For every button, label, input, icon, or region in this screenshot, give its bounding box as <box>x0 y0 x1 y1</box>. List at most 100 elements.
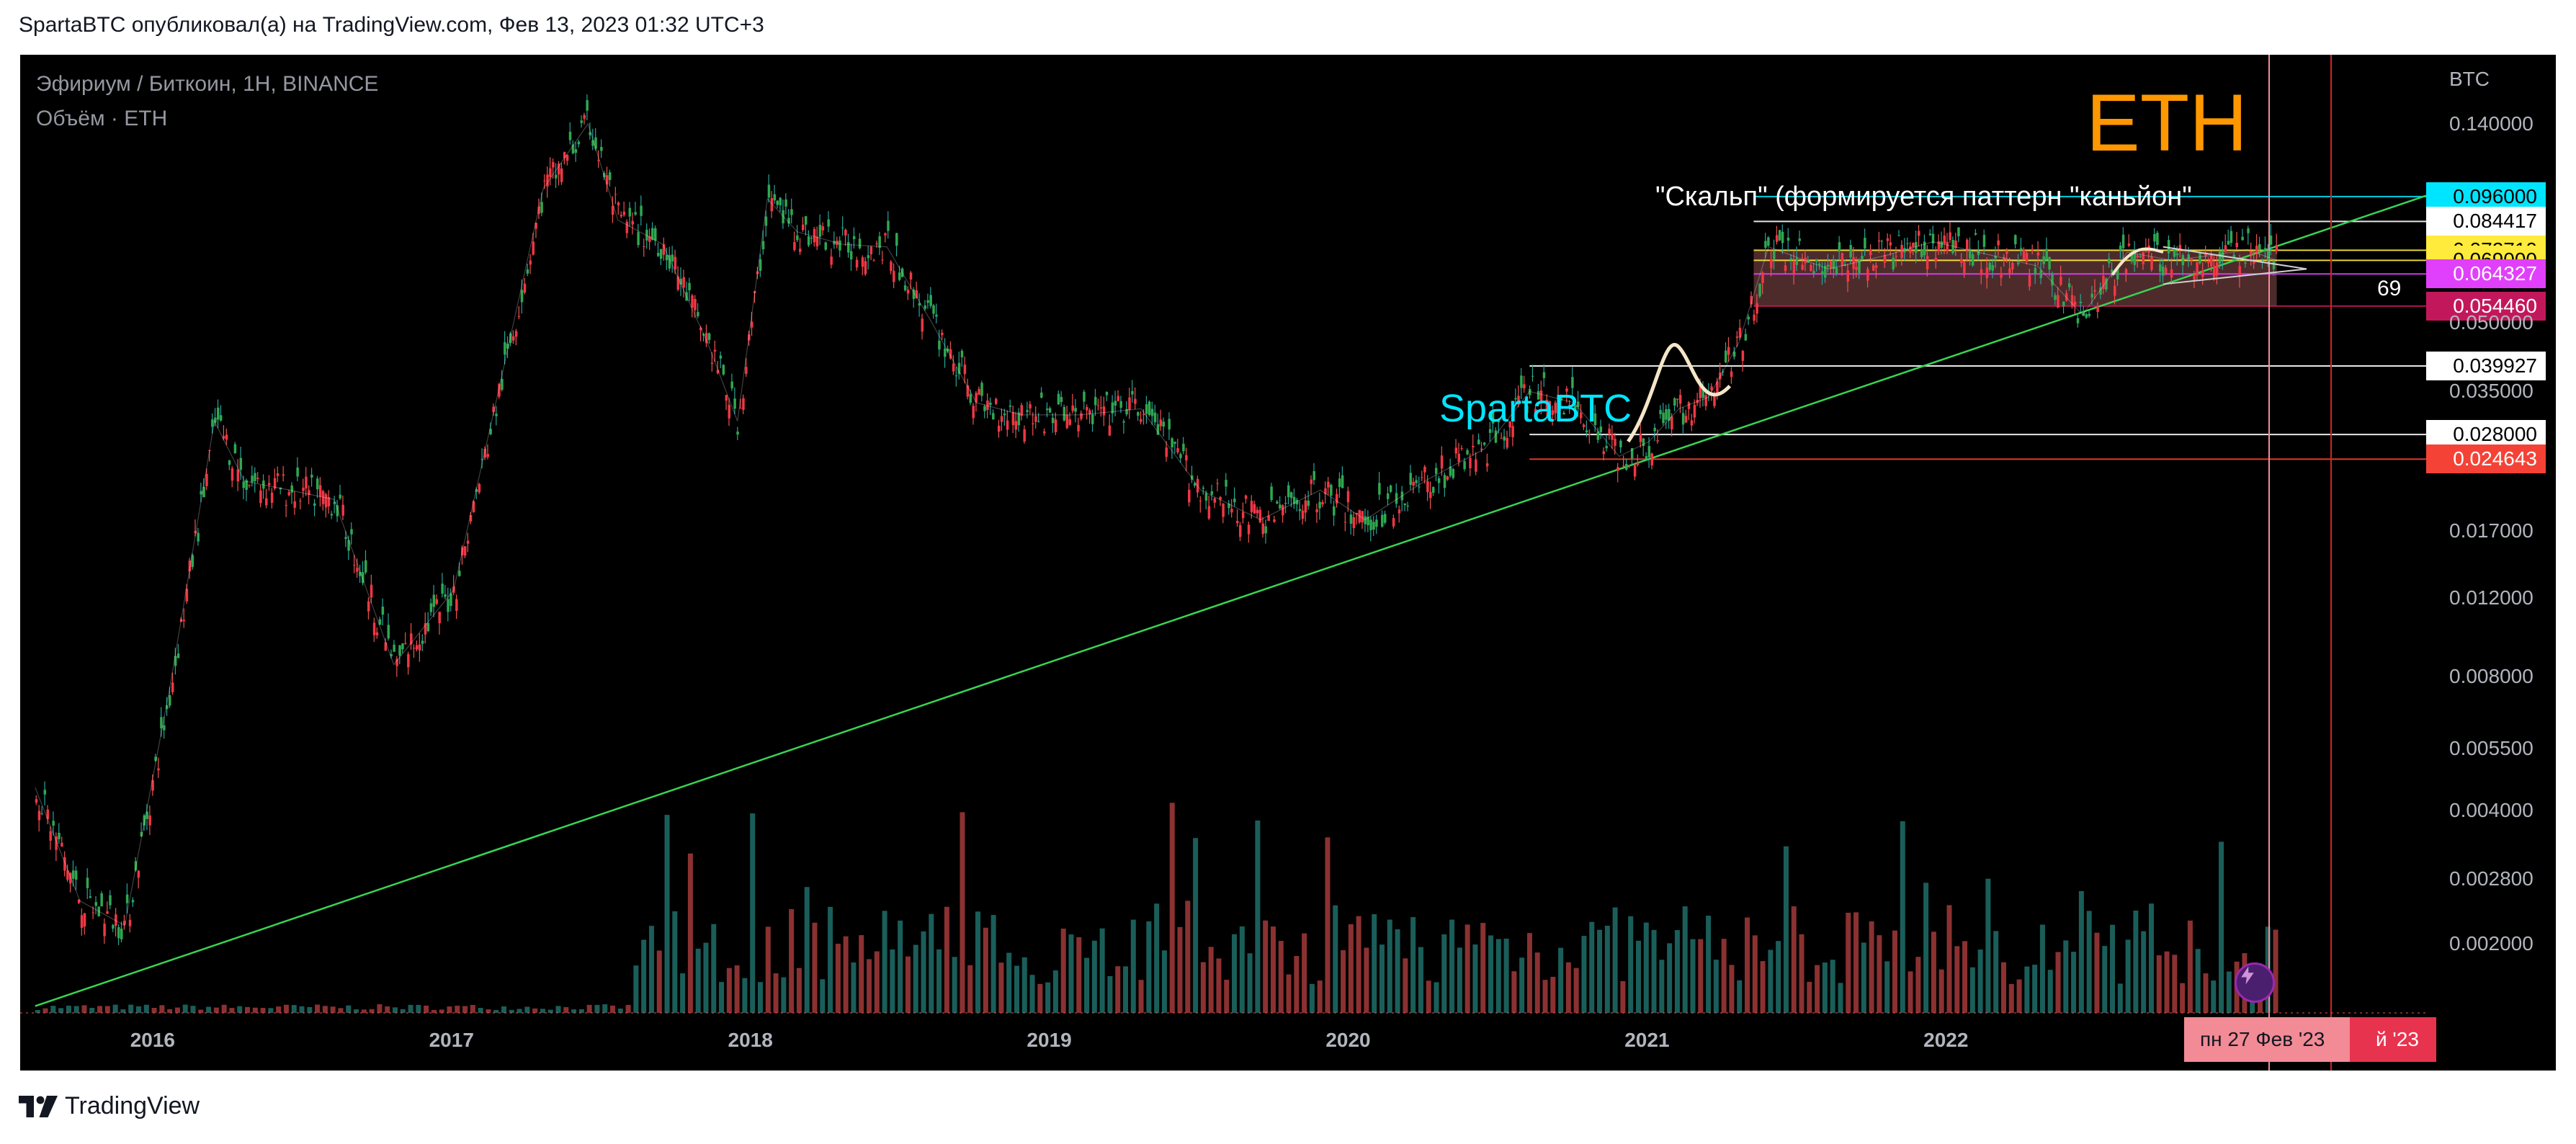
candle-body <box>1443 475 1446 488</box>
candle-body <box>71 870 75 879</box>
price-chart[interactable] <box>20 55 2556 1071</box>
candle-body <box>2159 264 2162 272</box>
volume-bar <box>299 1006 305 1013</box>
candle-body <box>1861 255 1864 260</box>
tradingview-brand[interactable]: TradingView <box>19 1092 200 1120</box>
volume-bar <box>796 968 802 1013</box>
candle-body <box>1846 270 1849 282</box>
candle-body <box>1687 402 1691 409</box>
candle-body <box>2054 295 2057 300</box>
candle-body <box>1315 509 1318 513</box>
volume-bar <box>757 982 763 1013</box>
candle-body <box>818 225 822 237</box>
candle-body <box>1219 496 1222 500</box>
candle-body <box>1918 231 1920 236</box>
candle-body <box>1463 461 1466 470</box>
candle-body <box>1426 481 1429 493</box>
volume-bar <box>750 813 756 1013</box>
candle-body <box>989 402 992 406</box>
price-tag[interactable]: 0.084417 <box>2426 207 2546 236</box>
candle-body <box>2073 301 2077 305</box>
volume-bar <box>1449 919 1455 1013</box>
price-tag[interactable]: 0.028000 <box>2426 420 2546 450</box>
volume-bar <box>1977 949 1983 1013</box>
candle-body <box>2207 261 2210 264</box>
candle-body <box>1131 390 1134 395</box>
volume-bar <box>1224 979 1230 1013</box>
candle-body <box>643 246 645 247</box>
candle-body <box>1083 391 1086 402</box>
candle-body <box>2142 251 2145 264</box>
candle-body <box>1557 395 1560 404</box>
candle-body <box>1753 314 1756 321</box>
candle-body <box>321 491 325 504</box>
candle-body <box>444 594 447 597</box>
volume-bar <box>1838 983 1843 1013</box>
price-tag[interactable]: 0.039927 <box>2426 352 2546 381</box>
candle-body <box>2008 268 2011 273</box>
candle-body <box>707 333 711 340</box>
lightning-icon[interactable] <box>2235 962 2275 1003</box>
candle-body <box>1204 493 1208 501</box>
candle-body <box>171 682 174 692</box>
symbol-legend[interactable]: Эфириум / Биткоин, 1H, BINANCE <box>36 72 379 96</box>
candle-body <box>1029 404 1032 408</box>
candle-body <box>606 175 609 185</box>
volume-bar <box>2117 983 2123 1013</box>
volume-bar <box>330 1006 336 1013</box>
volume-bar <box>563 1007 569 1013</box>
candle-body <box>906 290 910 294</box>
candle-body <box>1238 524 1242 537</box>
candle-body <box>753 291 756 293</box>
volume-bar <box>742 978 748 1013</box>
volume-bar <box>687 853 693 1013</box>
candle-body <box>1696 399 1699 403</box>
price-tag[interactable]: 0.054460 <box>2426 291 2546 321</box>
y-tick-label: 0.005500 <box>2449 737 2533 760</box>
candle-body <box>861 257 864 267</box>
candle-body <box>1432 487 1435 493</box>
candle-body <box>1866 269 1869 281</box>
candle-body <box>824 242 828 250</box>
volume-bar <box>898 920 903 1013</box>
candle-body <box>2045 249 2048 260</box>
volume-bar <box>1962 941 1968 1013</box>
volume-legend[interactable]: Объём · ETH <box>36 107 168 130</box>
candle-body <box>1642 438 1645 447</box>
volume-bar <box>167 1009 173 1013</box>
volume-bar <box>1270 926 1276 1013</box>
candle-body <box>160 717 163 728</box>
candle-body <box>784 199 787 207</box>
candle-body <box>455 599 458 611</box>
chart-area[interactable]: Эфириум / Биткоин, 1H, BINANCE Объём · E… <box>20 55 2556 1071</box>
candle-body <box>506 344 509 349</box>
volume-bar <box>276 1006 282 1013</box>
candle-body <box>2079 301 2083 303</box>
volume-bar <box>2047 970 2053 1013</box>
candle-body <box>1352 517 1356 529</box>
candle-body <box>1821 271 1824 275</box>
candle-body <box>1472 445 1475 447</box>
candle-body <box>1270 486 1273 501</box>
volume-bar <box>35 1009 40 1013</box>
volume-bar <box>1403 958 1408 1013</box>
volume-bar <box>1200 962 1206 1013</box>
candle-body <box>662 244 666 255</box>
candle-body <box>1094 397 1097 406</box>
candle-body <box>2102 276 2105 290</box>
candle-body <box>713 349 717 352</box>
candle-body <box>35 799 38 803</box>
candle-body <box>1593 413 1597 426</box>
candle-body <box>1701 388 1704 398</box>
candle-body <box>1457 453 1460 462</box>
price-tag[interactable]: 0.024643 <box>2426 444 2546 474</box>
volume-bar <box>1232 934 1238 1013</box>
price-tag[interactable]: 0.064327 <box>2426 259 2546 289</box>
candle-body <box>1006 420 1009 430</box>
candle-body <box>836 241 838 246</box>
candle-body <box>1475 459 1477 472</box>
volume-bar <box>509 1009 514 1013</box>
price-tag[interactable]: 0.096000 <box>2426 182 2546 211</box>
candle-body <box>1418 486 1421 488</box>
candle-body <box>1196 478 1199 493</box>
